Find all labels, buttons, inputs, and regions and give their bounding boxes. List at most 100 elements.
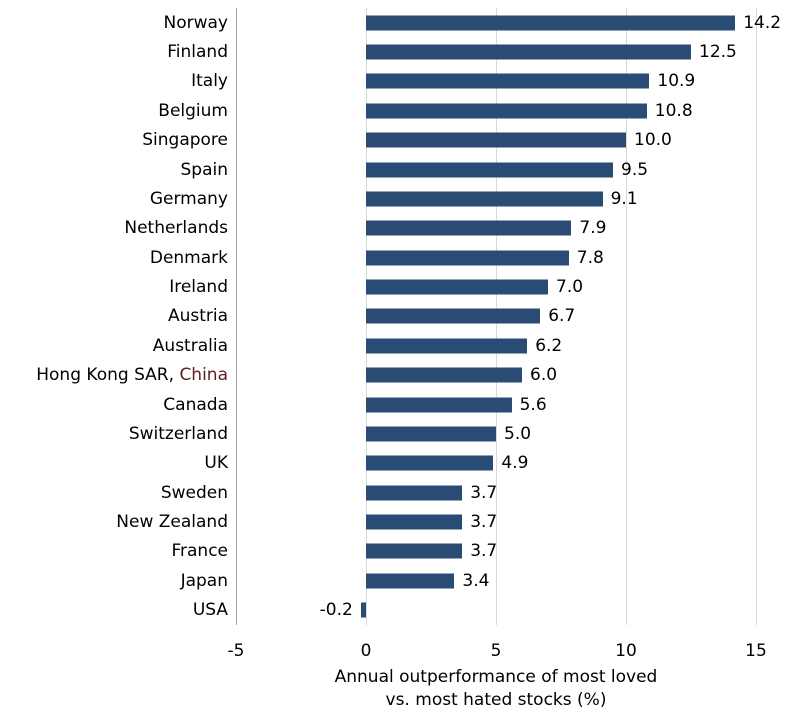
value-label: 6.7 xyxy=(548,306,576,327)
bar xyxy=(366,338,528,354)
value-label: 10.0 xyxy=(634,130,672,151)
x-tick-label: 15 xyxy=(745,641,767,661)
bar-row: Norway 14.2 xyxy=(0,8,800,37)
bar xyxy=(366,162,613,178)
bar-row: Japan 3.4 xyxy=(0,566,800,595)
bar-row: Italy 10.9 xyxy=(0,67,800,96)
category-label: Norway xyxy=(163,12,229,33)
bar xyxy=(366,543,463,559)
value-label: 10.8 xyxy=(654,100,693,121)
x-tick-label: 10 xyxy=(615,641,637,661)
bar-row: Hong Kong SAR, China 6.0 xyxy=(0,361,800,390)
value-label: 3.4 xyxy=(462,570,490,591)
x-axis-title: Annual outperformance of most loved vs. … xyxy=(236,666,756,712)
bar-row: Denmark 7.8 xyxy=(0,243,800,272)
bar-row: Netherlands 7.9 xyxy=(0,214,800,243)
bar xyxy=(366,250,569,266)
value-label: 5.6 xyxy=(519,394,547,415)
bar xyxy=(366,15,736,31)
category-label: UK xyxy=(204,453,228,474)
bar-row: Ireland 7.0 xyxy=(0,272,800,301)
category-label: Switzerland xyxy=(128,423,228,444)
x-tick-label: 0 xyxy=(360,641,372,661)
category-label: Canada xyxy=(163,394,228,415)
bar xyxy=(366,455,494,471)
bar xyxy=(366,73,650,89)
bar xyxy=(366,573,455,589)
bar-row: Singapore 10.0 xyxy=(0,126,800,155)
category-label: Sweden xyxy=(160,482,228,503)
bar xyxy=(366,397,512,413)
bar-row: France 3.7 xyxy=(0,537,800,566)
x-axis-title-line-2: vs. most hated stocks (%) xyxy=(385,690,607,710)
bar xyxy=(366,220,572,236)
category-label-part: China xyxy=(179,365,228,386)
category-label: Italy xyxy=(191,71,228,92)
value-label: 12.5 xyxy=(699,42,737,63)
category-label: Netherlands xyxy=(124,218,228,239)
value-label: 7.9 xyxy=(579,218,607,239)
bar xyxy=(366,103,647,119)
value-label: 3.7 xyxy=(470,541,498,562)
bar-row: Switzerland 5.0 xyxy=(0,419,800,448)
bar-row: Australia 6.2 xyxy=(0,331,800,360)
value-label: 3.7 xyxy=(470,482,498,503)
value-label: 5.0 xyxy=(504,423,532,444)
category-label: Finland xyxy=(167,42,228,63)
category-label: Austria xyxy=(167,306,228,327)
bar xyxy=(366,514,463,530)
category-label: Spain xyxy=(180,159,229,180)
plot-area: Norway 14.2 Finland 12.5 Italy 10.9 Belgium 10.… xyxy=(0,8,800,625)
value-label: 9.1 xyxy=(610,188,638,209)
x-axis-ticks: -5 0 5 10 15 xyxy=(0,639,800,663)
bar xyxy=(360,602,366,618)
bar-row: Canada 5.6 xyxy=(0,390,800,419)
bar xyxy=(366,367,522,383)
x-axis-title-line-1: Annual outperformance of most loved xyxy=(334,667,658,687)
bar xyxy=(366,44,691,60)
value-label: 6.2 xyxy=(535,335,563,356)
category-label: Belgium xyxy=(158,100,228,121)
category-label-part: Hong Kong SAR, xyxy=(36,365,180,386)
bar-row: UK 4.9 xyxy=(0,449,800,478)
bar-row: Sweden 3.7 xyxy=(0,478,800,507)
value-label: 7.8 xyxy=(576,247,604,268)
bar-rows: Norway 14.2 Finland 12.5 Italy 10.9 Belgium 10.… xyxy=(0,8,800,625)
x-tick-label: -5 xyxy=(227,641,245,661)
y-axis-line xyxy=(235,8,237,625)
bar-row: USA -0.2 xyxy=(0,596,800,625)
value-label: 9.5 xyxy=(621,159,649,180)
category-label: New Zealand xyxy=(116,512,228,533)
value-label: 7.0 xyxy=(556,277,584,298)
bar-row: Germany 9.1 xyxy=(0,184,800,213)
value-label: 6.0 xyxy=(530,365,558,386)
category-label: Hong Kong SAR, China xyxy=(0,365,228,385)
bar-row: Spain 9.5 xyxy=(0,155,800,184)
value-label: 3.7 xyxy=(470,512,498,533)
category-label: USA xyxy=(192,600,228,621)
value-label: 10.9 xyxy=(657,71,696,92)
category-label: Singapore xyxy=(142,130,228,151)
bar-row: Austria 6.7 xyxy=(0,302,800,331)
bar xyxy=(366,191,603,207)
gridline-10 xyxy=(625,8,627,625)
x-tick-label: 5 xyxy=(490,641,502,661)
category-label: France xyxy=(171,541,228,562)
category-label: Australia xyxy=(152,335,228,356)
bar xyxy=(366,426,496,442)
category-label: Germany xyxy=(149,188,228,209)
bar xyxy=(366,279,548,295)
value-label: 4.9 xyxy=(501,453,529,474)
bar-row: Finland 12.5 xyxy=(0,37,800,66)
bar xyxy=(366,485,463,501)
bar-row: New Zealand 3.7 xyxy=(0,507,800,536)
bar-row: Belgium 10.8 xyxy=(0,96,800,125)
value-label: -0.2 xyxy=(319,600,353,621)
value-label: 14.2 xyxy=(743,12,782,33)
category-label: Ireland xyxy=(169,277,228,298)
category-label: Japan xyxy=(180,570,228,591)
gridline-15 xyxy=(755,8,757,625)
bar xyxy=(366,132,626,148)
category-label: Denmark xyxy=(149,247,228,268)
